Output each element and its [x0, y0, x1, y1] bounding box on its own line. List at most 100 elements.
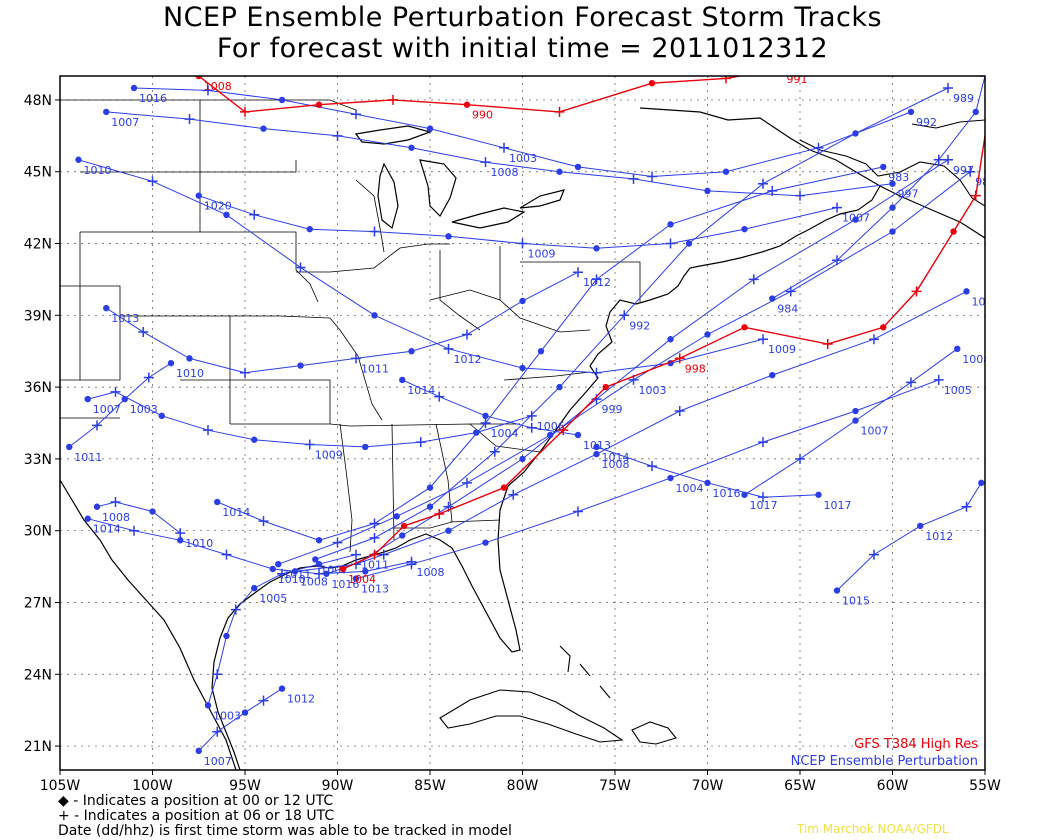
ensemble-track-line: [87, 518, 412, 575]
ensemble-point-synoptic: [769, 295, 776, 302]
tick-label-lon: 85W: [414, 778, 446, 790]
ensemble-point-synoptic: [297, 362, 304, 369]
ensemble-pressure-label: 1013: [111, 312, 139, 325]
ensemble-point-intermediate: [499, 142, 509, 153]
ensemble-pressure-label: 1007: [204, 755, 232, 768]
ensemble-point-synoptic: [408, 144, 415, 151]
ensemble-point-synoptic: [741, 225, 748, 233]
ensemble-point-intermediate: [138, 327, 149, 338]
ensemble-point-synoptic: [103, 108, 110, 116]
hires-point-intermediate: [911, 286, 922, 297]
hires-point-intermediate: [240, 106, 250, 117]
ensemble-point-intermediate: [758, 437, 768, 448]
ensemble-pressure-label: 1011: [361, 559, 389, 572]
ensemble-point-synoptic: [889, 180, 896, 187]
tick-label-lat: 33N: [24, 452, 52, 468]
ensemble-point-intermediate: [221, 549, 232, 560]
ensemble-point-intermediate: [378, 549, 389, 560]
storm-track-map: 1008999997101110039851016100810011007992…: [24, 66, 1017, 790]
ensemble-point-synoptic: [954, 345, 961, 353]
ensemble-point-synoptic: [84, 515, 91, 522]
ensemble-pressure-label: 992: [916, 116, 937, 129]
ensemble-point-intermediate: [933, 154, 944, 165]
ensemble-point-synoptic: [852, 417, 859, 424]
ensemble-point-synoptic: [426, 125, 434, 132]
legend-line-date-note: Date (dd/hhz) is first time storm was ab…: [58, 823, 512, 839]
ensemble-point-intermediate: [277, 568, 287, 579]
ensemble-point-intermediate: [203, 425, 213, 436]
ensemble-point-synoptic: [815, 491, 822, 498]
ensemble-point-synoptic: [445, 233, 452, 240]
ensemble-point-synoptic: [195, 747, 202, 755]
ensemble-point-synoptic: [186, 355, 193, 362]
ensemble-point-synoptic: [278, 96, 286, 104]
hires-point-synoptic: [741, 324, 748, 331]
ensemble-pressure-label: 1012: [583, 276, 611, 289]
tick-label-lon: 95W: [229, 778, 261, 790]
ensemble-track-line: [198, 195, 838, 249]
hires-model-label: GFS T384 High Res: [854, 737, 978, 752]
map-subtitle: For forecast with initial time = 2011012…: [216, 33, 829, 64]
ensemble-point-synoptic: [121, 395, 128, 403]
ensemble-model-label: NCEP Ensemble Perturbation: [790, 754, 978, 769]
ensemble-point-synoptic: [362, 568, 369, 575]
ensemble-pressure-label: 1010: [176, 367, 204, 380]
ensemble-point-intermediate: [647, 171, 657, 182]
ensemble-point-intermediate: [517, 238, 528, 249]
ensemble-point-synoptic: [352, 575, 360, 582]
mexico-west-coast: [60, 479, 237, 770]
ensemble-point-synoptic: [917, 522, 924, 530]
tick-label-lat: 39N: [24, 308, 52, 324]
ensemble-point-synoptic: [223, 211, 230, 218]
ensemble-point-synoptic: [574, 163, 582, 171]
ensemble-pressure-label: 1008: [962, 353, 990, 366]
ensemble-point-intermediate: [906, 377, 916, 388]
ensemble-pressure-label: 1009: [768, 343, 796, 356]
ensemble-point-intermediate: [832, 202, 842, 213]
ensemble-point-intermediate: [406, 556, 417, 567]
ensemble-point-synoptic: [593, 450, 600, 458]
ensemble-point-synoptic: [408, 348, 415, 355]
ensemble-point-synoptic: [852, 216, 859, 223]
tick-label-lon: 105W: [40, 778, 81, 790]
ensemble-pressure-label: 1005: [259, 592, 287, 605]
ensemble-point-intermediate: [748, 274, 759, 285]
ensemble-pressure-label: 1017: [824, 499, 852, 512]
ensemble-point-synoptic: [473, 429, 480, 436]
ensemble-point-intermediate: [249, 209, 260, 220]
ensemble-pressure-label: 1011: [361, 362, 389, 375]
ensemble-point-intermediate: [462, 329, 472, 340]
ensemble-point-synoptic: [130, 84, 138, 92]
ensemble-pressure-label: 1007: [842, 212, 870, 225]
hires-point-synoptic: [950, 228, 957, 235]
great-lakes: [354, 125, 565, 230]
ensemble-point-synoptic: [482, 412, 489, 420]
ensemble-point-synoptic: [556, 383, 563, 391]
ensemble-point-synoptic: [907, 108, 915, 116]
ensemble-point-intermediate: [415, 437, 426, 448]
ensemble-point-synoptic: [667, 474, 674, 482]
tick-label-lat: 48N: [24, 93, 52, 109]
ensemble-track-line: [106, 271, 579, 374]
ensemble-point-intermediate: [129, 525, 139, 536]
ensemble-point-synoptic: [315, 537, 323, 544]
ensemble-point-intermediate: [240, 367, 250, 378]
ensemble-point-synoptic: [972, 108, 979, 116]
hires-pressure-label: 991: [996, 104, 1017, 117]
hires-pressure-label: 998: [685, 362, 706, 375]
ensemble-pressure-label: 1014: [407, 384, 435, 397]
ensemble-pressure-label: 992: [629, 319, 650, 332]
hires-pressure-label: 1008: [204, 80, 232, 93]
hires-point-synoptic: [778, 66, 784, 72]
ensemble-point-intermediate: [758, 178, 768, 189]
ensemble-point-synoptic: [704, 331, 711, 338]
ensemble-point-intermediate: [869, 549, 879, 560]
ensemble-point-intermediate: [443, 343, 454, 354]
ensemble-point-intermediate: [258, 516, 269, 527]
ensemble-point-synoptic: [278, 685, 286, 692]
ensemble-point-synoptic: [593, 443, 600, 451]
hires-point-intermediate: [721, 76, 731, 84]
ensemble-point-synoptic: [445, 527, 452, 534]
ensemble-pressure-label: 1012: [454, 353, 482, 366]
ensemble-point-synoptic: [251, 436, 258, 443]
